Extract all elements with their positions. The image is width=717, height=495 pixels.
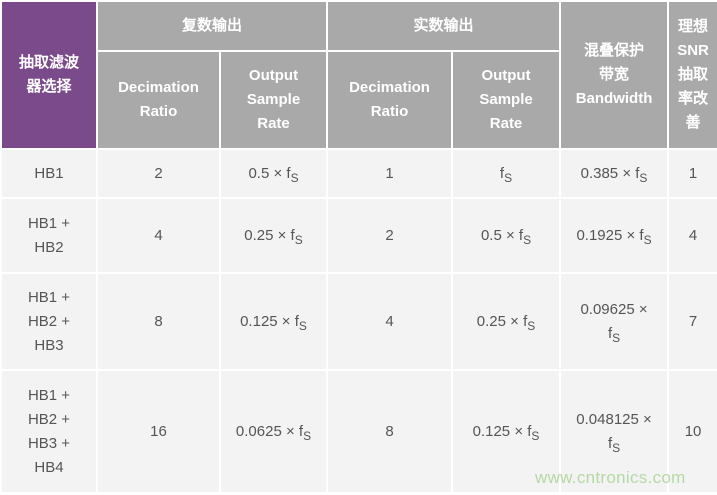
subscript: S [639,170,648,185]
subscript: S [612,440,621,455]
header-real-output: 实数输出 [328,2,560,50]
cell-complex-ratio: 4 [98,199,219,272]
cell-complex-rate: 0.0625 × fS [221,371,327,492]
cell-filter: HB1 + HB2 + HB3 + HB4 [2,371,96,492]
subscript: S [298,318,307,333]
cell-bandwidth: 0.1925 × fS [561,199,668,272]
cell-snr: 1 [669,150,717,197]
subscript: S [294,232,303,247]
header-complex-decimation-ratio: Decimation Ratio [98,52,219,148]
cell-complex-ratio: 8 [98,274,219,369]
value-text: 0.09625 × f [580,300,648,342]
value-text: 0.385 × f [580,164,640,182]
cell-snr: 10 [669,371,717,492]
cell-filter: HB1 + HB2 [2,199,96,272]
value-text: 0.125 × f [240,312,299,330]
value-text: 0.1925 × f [576,226,644,244]
cell-real-ratio: 2 [328,199,452,272]
cell-real-ratio: 4 [328,274,452,369]
subscript: S [612,330,621,345]
table-row: HB1 + HB2 4 0.25 × fS 2 0.5 × fS 0.1925 × fS 4 [2,199,717,272]
subscript: S [523,232,532,247]
value-text: 0.5 × f [480,226,524,244]
value-text: 0.125 × f [472,422,532,440]
value-text: 0.25 × f [244,226,295,244]
subscript: S [303,428,312,443]
cell-filter: HB1 + HB2 + HB3 [2,274,96,369]
header-real-output-sample-rate: Output Sample Rate [453,52,560,148]
value-text: 0.0625 × f [235,422,304,440]
header-filter-select: 抽取滤波 器选择 [2,2,96,148]
table-row: HB1 + HB2 + HB3 8 0.125 × fS 4 0.25 × fS 0.09… [2,274,717,369]
cell-real-ratio: 8 [328,371,452,492]
cell-bandwidth: 0.048125 × fS [561,371,668,492]
cell-real-rate: 0.25 × fS [453,274,560,369]
header-complex-output-sample-rate: Output Sample Rate [221,52,327,148]
cell-bandwidth: 0.09625 × fS [561,274,668,369]
subscript: S [527,318,536,333]
table-row: HB1 2 0.5 × fS 1 fS 0.385 × fS 1 [2,150,717,197]
cell-complex-rate: 0.5 × fS [221,150,327,197]
cell-bandwidth: 0.385 × fS [561,150,668,197]
cell-filter: HB1 [2,150,96,197]
header-complex-output: 复数输出 [98,2,327,50]
header-real-decimation-ratio: Decimation Ratio [328,52,452,148]
cell-real-rate: 0.5 × fS [453,199,560,272]
value-text: 0.5 × f [248,164,291,182]
cell-complex-rate: 0.125 × fS [221,274,327,369]
cell-real-rate: 0.125 × fS [453,371,560,492]
cell-complex-rate: 0.25 × fS [221,199,327,272]
value-text: 0.25 × f [476,312,528,330]
watermark: www.cntronics.com [535,468,686,487]
value-text: f [499,164,505,182]
table-row: HB1 + HB2 + HB3 + HB4 16 0.0625 × fS 8 0.125… [2,371,717,492]
cell-snr: 4 [669,199,717,272]
cell-snr: 7 [669,274,717,369]
cell-complex-ratio: 16 [98,371,219,492]
cell-real-ratio: 1 [328,150,452,197]
subscript: S [643,232,652,247]
header-alias-bandwidth: 混叠保护 带宽 Bandwidth [561,2,668,148]
subscript: S [504,170,513,185]
subscript: S [531,428,540,443]
value-text: 0.048125 × f [576,410,652,452]
subscript: S [290,170,299,185]
cell-real-rate: fS [453,150,560,197]
cell-complex-ratio: 2 [98,150,219,197]
header-snr-improvement: 理想 SNR 抽取 率改 善 [669,2,717,148]
